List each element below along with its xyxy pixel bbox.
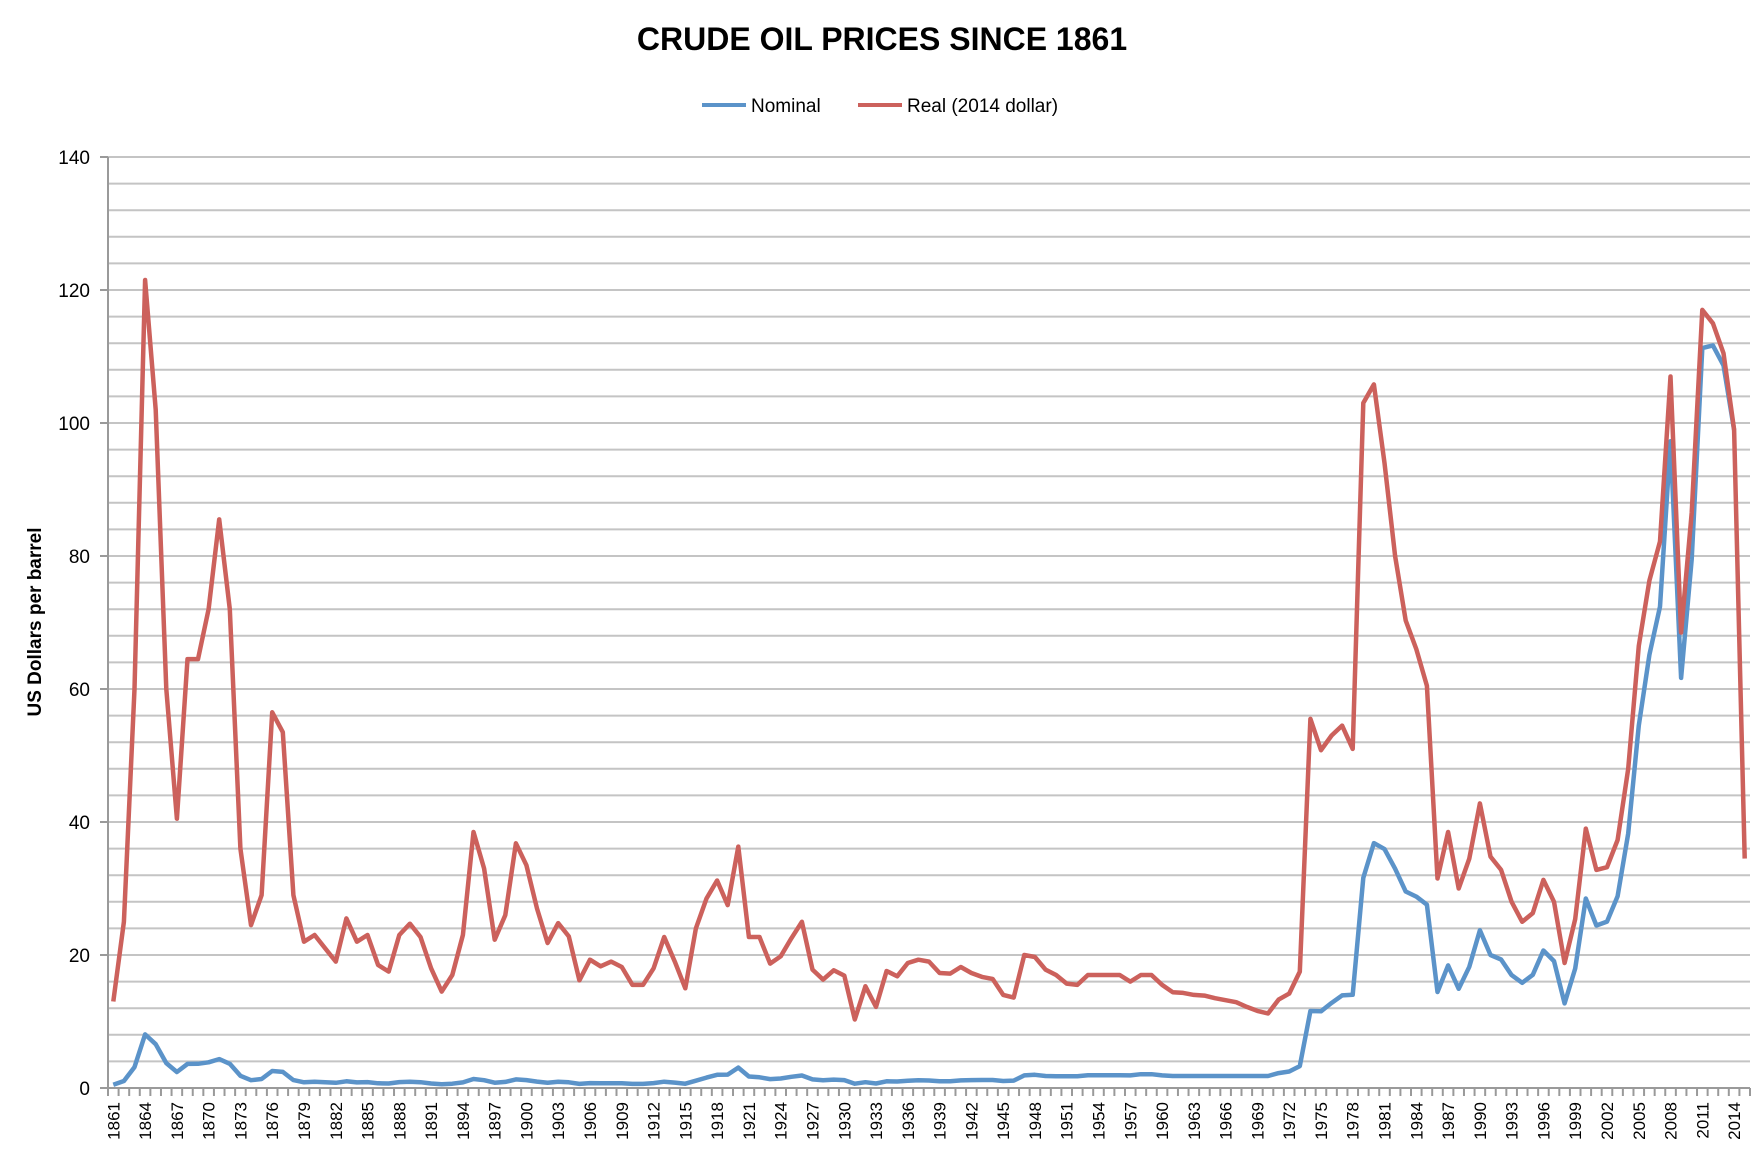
y-tick-label: 40	[69, 813, 90, 834]
legend-item-nominal[interactable]: Nominal	[702, 96, 821, 117]
x-tick-label: 1909	[613, 1102, 632, 1140]
x-tick-label: 2005	[1630, 1102, 1649, 1140]
x-tick-label: 1882	[327, 1102, 346, 1140]
x-tick-label: 1990	[1471, 1102, 1490, 1140]
x-tick-label: 1936	[899, 1102, 918, 1140]
x-tick-label: 1996	[1534, 1102, 1553, 1140]
x-tick-label: 2002	[1598, 1102, 1617, 1140]
legend: Nominal Real (2014 dollar)	[702, 96, 1058, 117]
y-tick-label: 120	[58, 281, 90, 302]
x-tick-label: 1918	[708, 1102, 727, 1140]
x-tick-label: 1960	[1153, 1102, 1172, 1140]
x-tick-label: 1879	[295, 1102, 314, 1140]
x-tick-label: 2011	[1693, 1102, 1712, 1139]
x-tick-label: 1903	[549, 1102, 568, 1140]
chart-title: CRUDE OIL PRICES SINCE 1861	[637, 21, 1127, 57]
series-line-real	[113, 280, 1744, 1020]
y-tick-label: 80	[69, 547, 90, 568]
x-tick-label: 1912	[645, 1102, 664, 1140]
x-tick-label: 1987	[1439, 1102, 1458, 1140]
y-tick-label: 60	[69, 680, 90, 701]
x-tick-label: 1927	[803, 1102, 822, 1140]
x-tick-label: 1864	[136, 1102, 155, 1140]
x-tick-label: 1978	[1344, 1102, 1363, 1140]
x-tick-label: 1873	[231, 1102, 250, 1140]
x-tick-label: 1945	[994, 1102, 1013, 1140]
x-tick-label: 1969	[1248, 1102, 1267, 1140]
y-tick-label: 100	[58, 414, 90, 435]
y-tick-label: 0	[79, 1079, 90, 1100]
x-tick-label: 1933	[867, 1102, 886, 1140]
x-tick-label: 1954	[1089, 1102, 1108, 1140]
x-tick-label: 1885	[359, 1102, 378, 1140]
x-tick-label: 1999	[1566, 1102, 1585, 1140]
x-tick-label: 1981	[1376, 1102, 1395, 1140]
x-tick-label: 1876	[263, 1102, 282, 1140]
x-tick-label: 1915	[676, 1102, 695, 1140]
y-tick-label: 140	[58, 148, 90, 169]
x-tick-label: 1951	[1058, 1102, 1077, 1140]
legend-label-real: Real (2014 dollar)	[907, 96, 1058, 117]
x-tick-label: 1924	[772, 1102, 791, 1140]
legend-item-real[interactable]: Real (2014 dollar)	[858, 96, 1058, 117]
x-tick-label: 1906	[581, 1102, 600, 1140]
x-tick-label: 1942	[962, 1102, 981, 1140]
y-axis-label: US Dollars per barrel	[25, 527, 46, 716]
y-axis: 0 20 40 60 80 100 120 140	[58, 148, 108, 1100]
x-tick-label: 1861	[104, 1102, 123, 1140]
x-tick-label: 1930	[835, 1102, 854, 1140]
x-tick-label: 2014	[1725, 1102, 1744, 1140]
x-axis: 1861 1864 1867 1870 1873 1876 1879 1882 1885 1888…	[104, 1088, 1750, 1140]
x-tick-label: 1948	[1026, 1102, 1045, 1140]
x-tick-label: 2008	[1662, 1102, 1681, 1140]
x-tick-label: 1900	[517, 1102, 536, 1140]
y-tick-label: 20	[69, 946, 90, 967]
x-tick-label: 1972	[1280, 1102, 1299, 1140]
x-tick-label: 1888	[390, 1102, 409, 1140]
x-tick-label: 1957	[1121, 1102, 1140, 1140]
x-tick-label: 1891	[422, 1102, 441, 1140]
x-tick-label: 1984	[1407, 1102, 1426, 1140]
x-tick-label: 1894	[454, 1102, 473, 1140]
x-tick-label: 1966	[1217, 1102, 1236, 1140]
x-tick-label: 1897	[486, 1102, 505, 1140]
x-tick-label: 1921	[740, 1102, 759, 1140]
gridlines	[108, 157, 1750, 1061]
x-tick-label: 1963	[1185, 1102, 1204, 1140]
x-tick-label: 1867	[168, 1102, 187, 1140]
x-tick-label: 1993	[1503, 1102, 1522, 1140]
x-tick-label: 1870	[200, 1102, 219, 1140]
x-tick-label: 1975	[1312, 1102, 1331, 1140]
series-lines	[113, 280, 1745, 1085]
x-tick-label: 1939	[931, 1102, 950, 1140]
legend-label-nominal: Nominal	[751, 96, 821, 117]
